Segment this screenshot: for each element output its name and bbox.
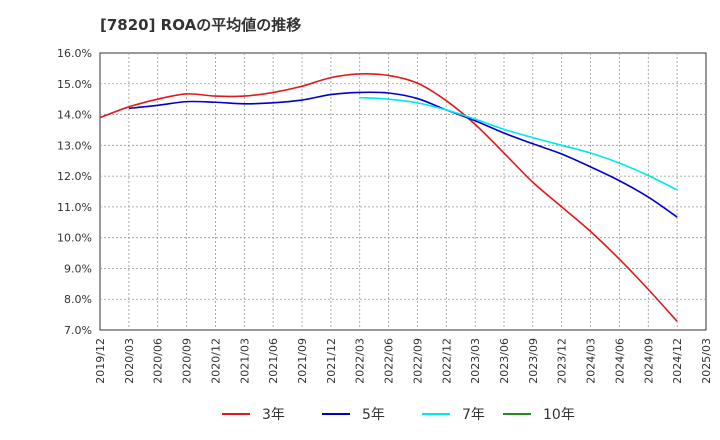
x-tick-label: 2020/03 [123, 338, 136, 384]
legend-item: 10年 [503, 402, 575, 426]
y-tick-label: 9.0% [64, 262, 92, 275]
y-tick-label: 15.0% [57, 78, 92, 91]
legend-item: 3年 [222, 402, 285, 426]
legend-swatch [322, 413, 350, 415]
x-tick-label: 2022/09 [411, 338, 424, 384]
y-tick-label: 8.0% [64, 293, 92, 306]
legend-label: 3年 [262, 407, 285, 423]
series-lines [99, 73, 678, 322]
legend-swatch [503, 413, 531, 415]
legend-item: 5年 [322, 402, 385, 426]
x-tick-label: 2024/03 [585, 338, 598, 384]
y-axis-ticks: 7.0% 8.0% 9.0% 10.0% 11.0% 12.0% 13.0% 14.0% 15.… [57, 47, 92, 337]
x-tick-label: 2024/09 [642, 338, 655, 384]
x-tick-label: 2021/09 [296, 338, 309, 384]
x-axis-ticks: 2019/12 2020/03 2020/06 2020/09 2020/12 2021/… [94, 338, 713, 384]
legend-swatch [222, 413, 250, 415]
y-tick-label: 7.0% [64, 324, 92, 337]
chart-title: [7820] ROAの平均値の推移 [100, 16, 302, 34]
x-tick-label: 2023/12 [556, 338, 569, 384]
x-tick-label: 2022/03 [354, 338, 367, 384]
x-tick-label: 2021/12 [325, 338, 338, 384]
y-tick-label: 12.0% [57, 170, 92, 183]
x-tick-label: 2022/12 [440, 338, 453, 384]
legend-label: 7年 [462, 407, 485, 423]
x-tick-label: 2021/03 [238, 338, 251, 384]
x-tick-label: 2020/09 [181, 338, 194, 384]
y-tick-label: 14.0% [57, 109, 92, 122]
legend-swatch [422, 413, 450, 415]
x-tick-label: 2024/06 [613, 338, 626, 384]
y-tick-label: 11.0% [57, 201, 92, 214]
legend-label: 5年 [362, 407, 385, 423]
x-tick-label: 2020/12 [209, 338, 222, 384]
x-tick-label: 2023/03 [469, 338, 482, 384]
x-tick-label: 2024/12 [671, 338, 684, 384]
x-tick-label: 2022/06 [383, 338, 396, 384]
y-tick-label: 13.0% [57, 139, 92, 152]
line-chart: 7.0% 8.0% 9.0% 10.0% 11.0% 12.0% 13.0% 14.0% 15.… [57, 47, 713, 384]
x-tick-label: 2025/03 [700, 338, 713, 384]
legend-label: 10年 [543, 407, 575, 423]
x-tick-label: 2023/09 [527, 338, 540, 384]
x-tick-label: 2021/06 [267, 338, 280, 384]
grid-lines [100, 53, 706, 330]
plot-area [99, 52, 707, 331]
x-tick-label: 2023/06 [498, 338, 511, 384]
series-line-0 [99, 73, 678, 322]
y-tick-label: 16.0% [57, 47, 92, 60]
y-tick-label: 10.0% [57, 232, 92, 245]
series-line-2 [359, 96, 678, 191]
legend: 3年 5年 7年 10年 [0, 402, 720, 426]
x-tick-label: 2020/06 [152, 338, 165, 384]
legend-item: 7年 [422, 402, 485, 426]
series-line-1 [128, 91, 678, 218]
x-tick-label: 2019/12 [94, 338, 107, 384]
